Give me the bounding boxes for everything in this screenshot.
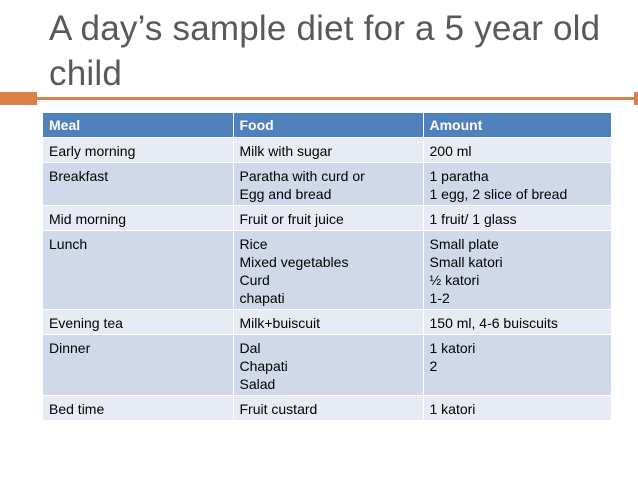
amount-text: Small katori (429, 254, 503, 270)
amount-text: 1 egg, 2 slice of bread (429, 186, 568, 202)
amount-text: 1-2 (429, 290, 450, 306)
amount-cell: 1 fruit/ 1 glass (423, 205, 611, 231)
food-cell: Milk with sugar (233, 137, 424, 163)
food-text: Fruit custard (239, 401, 318, 417)
food-cell: Milk+buiscuit (233, 309, 424, 335)
meal-cell: Evening tea (43, 309, 234, 335)
diet-table: Meal Food Amount Early morning Milk with… (43, 113, 611, 420)
food-text: Paratha with curd or (239, 168, 365, 184)
table-row: Bed time Fruit custard 1 katori (43, 395, 611, 420)
amount-text: 1 katori (429, 340, 476, 356)
table-row: Mid morning Fruit or fruit juice 1 fruit… (43, 205, 611, 231)
title-divider-line (37, 97, 638, 100)
food-cell: Fruit or fruit juice (233, 205, 424, 231)
table-row: Dinner Dal Chapati Salad 1 katori 2 (43, 334, 611, 396)
food-text: Milk with sugar (239, 143, 333, 159)
amount-text: 150 ml, 4-6 buiscuits (429, 315, 558, 331)
meal-text: Mid morning (49, 211, 127, 227)
food-text: Salad (239, 376, 276, 392)
meal-cell: Breakfast (43, 162, 234, 206)
meal-text: Lunch (49, 236, 88, 252)
title-accent-bar-end (634, 92, 638, 105)
food-text: Rice (239, 236, 268, 252)
food-text: chapati (239, 290, 285, 306)
amount-text: 1 fruit/ 1 glass (429, 211, 517, 227)
amount-cell: 1 katori 2 (423, 334, 611, 396)
amount-cell: 200 ml (423, 137, 611, 163)
meal-cell: Early morning (43, 137, 234, 163)
food-cell: Rice Mixed vegetables Curd chapati (233, 230, 424, 310)
amount-text: Small plate (429, 236, 499, 252)
slide-title: A day’s sample diet for a 5 year old chi… (49, 9, 601, 93)
title-accent-bar (0, 92, 37, 105)
table-header-row: Meal Food Amount (43, 113, 611, 138)
amount-text: 2 (429, 358, 438, 374)
column-header-meal: Meal (43, 113, 234, 138)
food-text: Dal (239, 340, 261, 356)
food-text: Fruit or fruit juice (239, 211, 344, 227)
food-text: Milk+buiscuit (239, 315, 321, 331)
food-cell: Fruit custard (233, 395, 424, 420)
amount-text: 1 katori (429, 401, 476, 417)
meal-text: Early morning (49, 143, 136, 159)
meal-cell: Mid morning (43, 205, 234, 231)
food-text: Curd (239, 272, 270, 288)
column-header-amount: Amount (423, 113, 611, 138)
food-cell: Paratha with curd or Egg and bread (233, 162, 424, 206)
table-row: Breakfast Paratha with curd or Egg and b… (43, 162, 611, 206)
column-header-food: Food (233, 113, 424, 138)
amount-cell: 1 paratha 1 egg, 2 slice of bread (423, 162, 611, 206)
meal-text: Breakfast (49, 168, 109, 184)
amount-text: 200 ml (429, 143, 472, 159)
food-text: Egg and bread (239, 186, 332, 202)
meal-text: Dinner (49, 340, 91, 356)
amount-cell: Small plate Small katori ½ katori 1-2 (423, 230, 611, 310)
amount-cell: 150 ml, 4-6 buiscuits (423, 309, 611, 335)
meal-cell: Dinner (43, 334, 234, 396)
food-cell: Dal Chapati Salad (233, 334, 424, 396)
amount-text: ½ katori (429, 272, 480, 288)
meal-cell: Lunch (43, 230, 234, 310)
food-text: Chapati (239, 358, 288, 374)
meal-cell: Bed time (43, 395, 234, 420)
meal-text: Evening tea (49, 315, 123, 331)
meal-text: Bed time (49, 401, 105, 417)
table-row: Lunch Rice Mixed vegetables Curd chapati… (43, 230, 611, 310)
food-text: Mixed vegetables (239, 254, 349, 270)
amount-cell: 1 katori (423, 395, 611, 420)
amount-text: 1 paratha (429, 168, 489, 184)
table-row: Early morning Milk with sugar 200 ml (43, 137, 611, 163)
table-row: Evening tea Milk+buiscuit 150 ml, 4-6 bu… (43, 309, 611, 335)
